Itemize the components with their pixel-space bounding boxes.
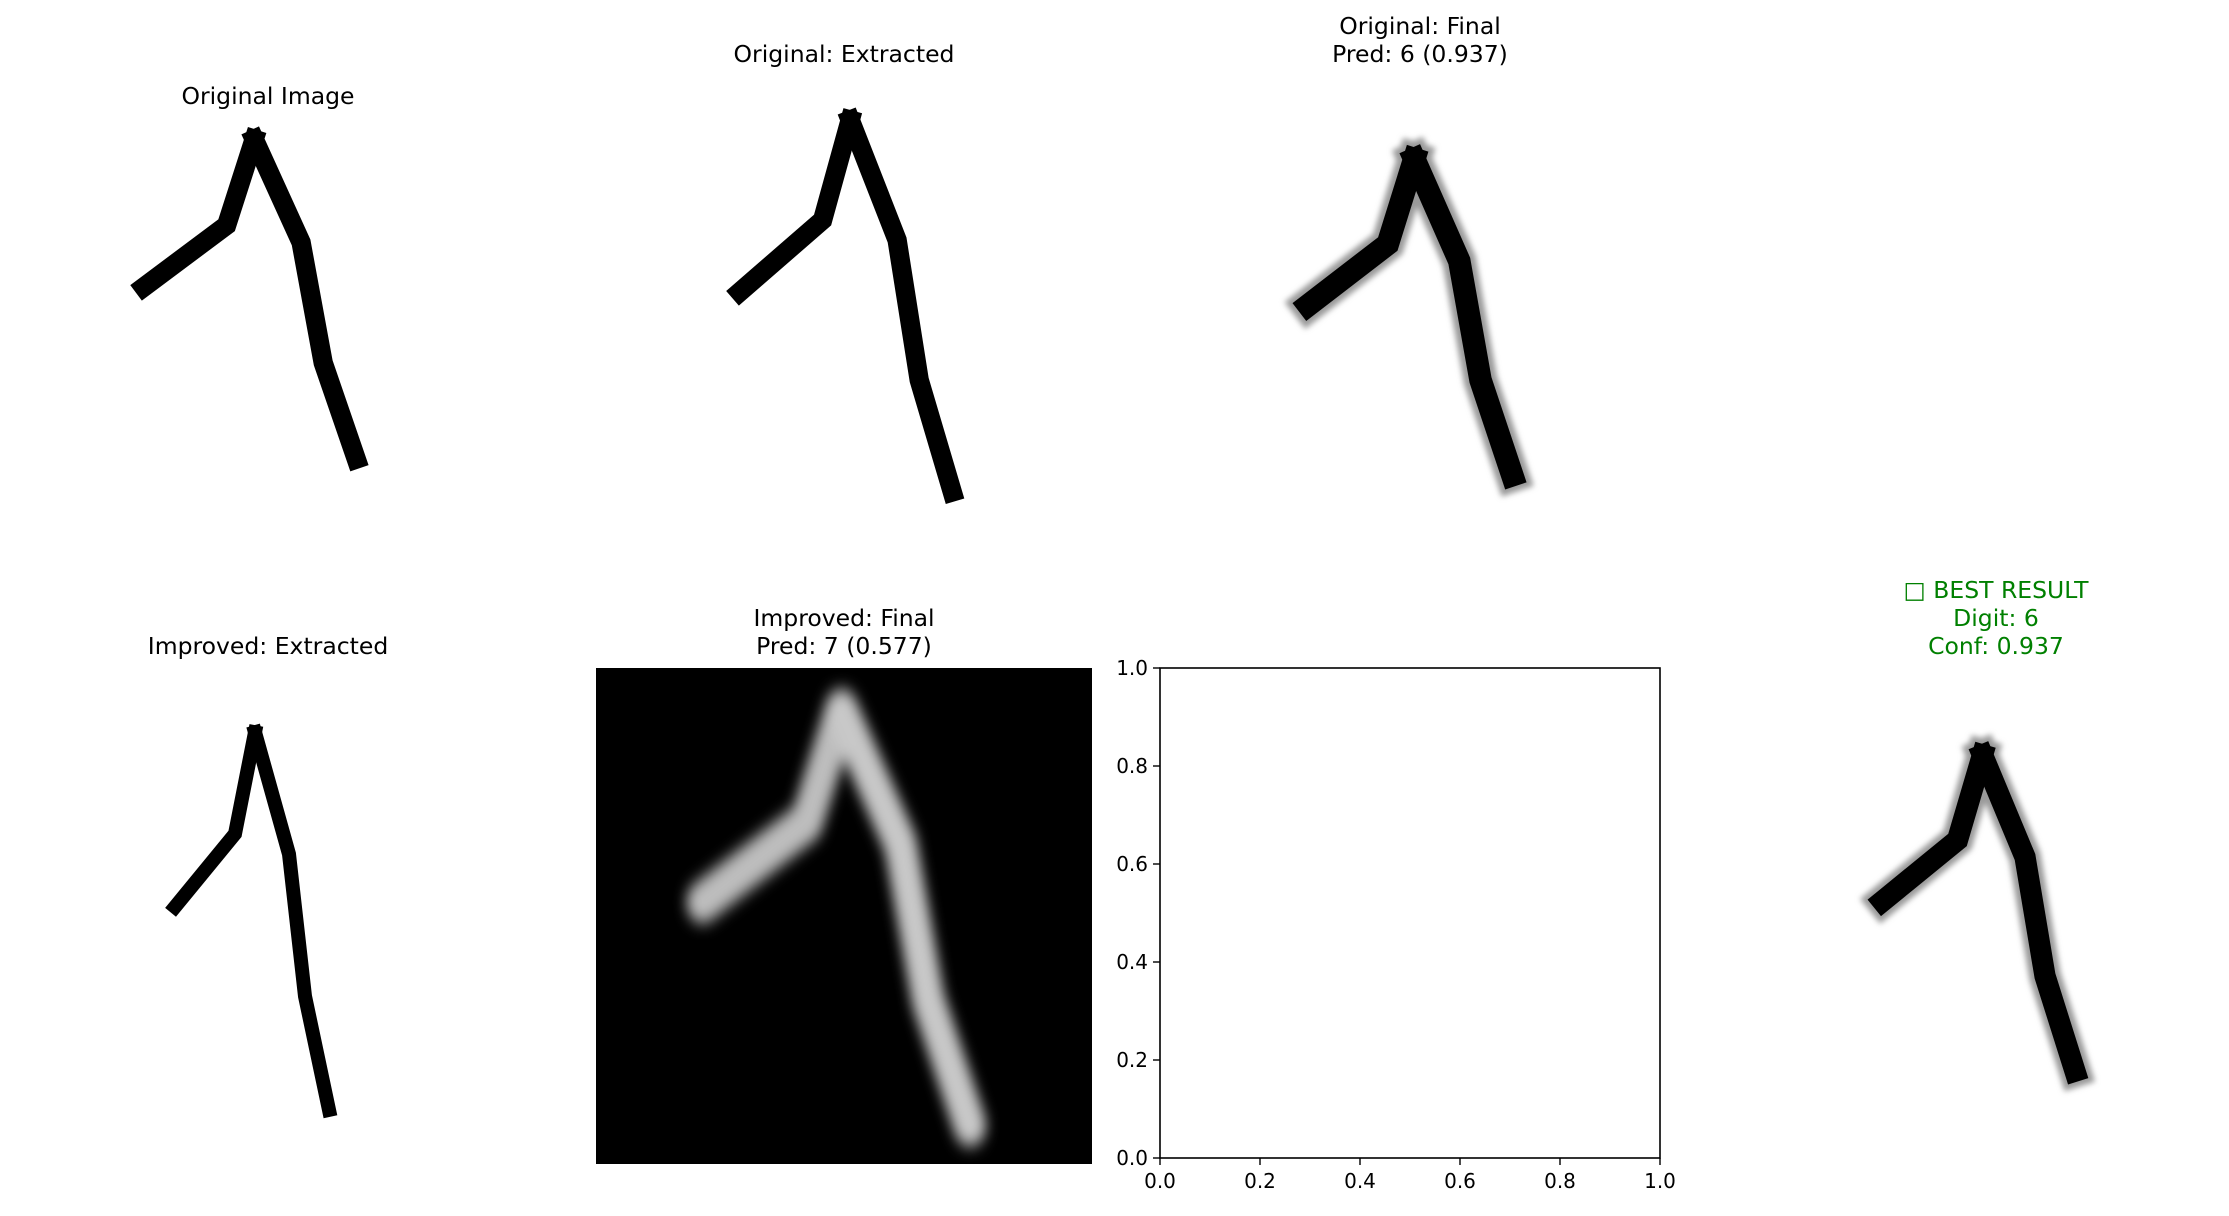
digit-stroke-right (1399, 144, 1527, 490)
empty-axes-panel: 0.0 0.2 0.4 0.6 0.8 1.0 0.0 0.2 0.4 0.6 0.8 1.0 (1116, 656, 1676, 1193)
digit-image-improved-final (596, 668, 1092, 1164)
title-original-extracted: Original: Extracted (733, 40, 955, 68)
y-tick-label: 0.6 (1116, 852, 1148, 876)
digit-stroke-right (837, 107, 965, 505)
digit-image-improved-extracted (165, 723, 338, 1119)
digit-stroke-left (726, 108, 863, 306)
title-original-final: Original: Final Pred: 6 (0.937) (1332, 12, 1508, 68)
x-tick-label: 0.6 (1444, 1169, 1476, 1193)
digit-stroke-right (1968, 741, 2089, 1085)
title-original-image: Original Image (181, 82, 355, 110)
digit-stroke-left (165, 724, 264, 917)
y-tick-label: 1.0 (1116, 656, 1148, 680)
digit-stroke-left (1867, 741, 1996, 917)
y-tick-label: 0.4 (1116, 950, 1148, 974)
x-tick-label: 0.0 (1144, 1169, 1176, 1193)
y-tick-label: 0.0 (1116, 1146, 1148, 1170)
x-tick-label: 0.4 (1344, 1169, 1376, 1193)
title-best-result: □ BEST RESULT Digit: 6 Conf: 0.937 (1903, 576, 2089, 660)
x-tick-label: 0.8 (1544, 1169, 1576, 1193)
digit-stroke-right (825, 689, 987, 1147)
y-tick-label: 0.2 (1116, 1048, 1148, 1072)
y-tick-label: 0.8 (1116, 754, 1148, 778)
digit-stroke-left (1292, 144, 1429, 321)
x-tick-label: 0.2 (1244, 1169, 1276, 1193)
digit-stroke-right (246, 723, 338, 1119)
digit-stroke-left (686, 689, 858, 923)
title-improved-extracted: Improved: Extracted (147, 632, 389, 660)
digit-image-original-extracted (726, 107, 965, 505)
digit-stroke-left (130, 127, 267, 301)
title-improved-final: Improved: Final Pred: 7 (0.577) (753, 604, 935, 660)
digit-image-original-image (130, 126, 369, 472)
digit-image-best-result (1860, 734, 2095, 1092)
digit-image-original-final (1284, 136, 1534, 497)
axes-frame (1159, 667, 1661, 1159)
x-tick-label: 1.0 (1644, 1169, 1676, 1193)
digit-stroke-right (241, 126, 369, 472)
